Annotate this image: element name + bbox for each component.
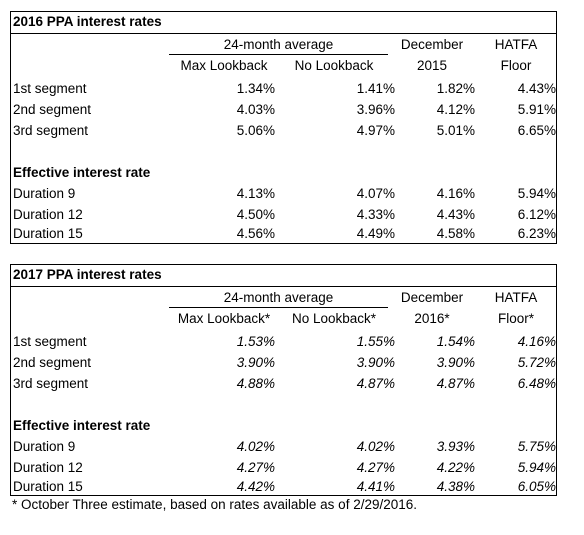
cell-value: 3.90% xyxy=(236,355,275,370)
cell-value: 4.02% xyxy=(236,439,275,454)
cell-value: 6.48% xyxy=(517,376,556,391)
cell-value: 4.42% xyxy=(236,479,275,494)
cell-value: 4.43% xyxy=(517,81,556,96)
cell-value: 4.87% xyxy=(436,376,475,391)
col-header-max-lookback: Max Lookback* xyxy=(177,311,271,326)
cell-value: 4.50% xyxy=(236,207,275,222)
cell-value: 4.43% xyxy=(436,207,475,222)
cell-value: 4.97% xyxy=(356,123,395,138)
col-header-december-top: December xyxy=(400,37,464,52)
cell-value: 6.12% xyxy=(517,207,556,222)
cell-value: 1.82% xyxy=(436,81,475,96)
col-header-hatfa-top: HATFA xyxy=(494,290,538,305)
col-header-december-top: December xyxy=(400,290,464,305)
table-2016-ppa-rates: 2016 PPA interest rates 24-month average… xyxy=(10,11,557,244)
row-label: Duration 15 xyxy=(13,479,83,494)
cell-value: 4.13% xyxy=(236,186,275,201)
cell-value: 5.75% xyxy=(517,439,556,454)
cell-value: 4.16% xyxy=(436,186,475,201)
table-title: 2017 PPA interest rates xyxy=(13,267,162,282)
col-header-hatfa-floor: Floor xyxy=(500,58,532,73)
cell-value: 1.41% xyxy=(356,81,395,96)
col-header-max-lookback: Max Lookback xyxy=(180,58,268,73)
divider xyxy=(169,307,388,308)
row-label: Duration 9 xyxy=(13,186,76,201)
row-label: Duration 9 xyxy=(13,439,76,454)
cell-value: 6.23% xyxy=(517,226,556,241)
cell-value: 4.88% xyxy=(236,376,275,391)
table-row: 3rd segment 4.88% 4.87% 4.87% 6.48% xyxy=(11,373,556,394)
cell-value: 1.54% xyxy=(436,334,475,349)
row-label: 3rd segment xyxy=(13,376,89,391)
col-header-no-lookback: No Lookback* xyxy=(291,311,377,326)
cell-value: 5.91% xyxy=(517,102,556,117)
table-row: Duration 15 4.56% 4.49% 4.58% 6.23% xyxy=(11,223,556,244)
table-row: 1st segment 1.34% 1.41% 1.82% 4.43% xyxy=(11,78,556,99)
cell-value: 4.41% xyxy=(356,479,395,494)
section-header-row: Effective interest rate xyxy=(11,162,556,183)
cell-value: 4.07% xyxy=(356,186,395,201)
section-title: Effective interest rate xyxy=(13,418,151,433)
table-2017-ppa-rates: 2017 PPA interest rates 24-month average… xyxy=(10,264,557,496)
cell-value: 4.12% xyxy=(436,102,475,117)
row-label: Duration 12 xyxy=(13,460,83,475)
cell-value: 4.16% xyxy=(517,334,556,349)
table-row: 1st segment 1.53% 1.55% 1.54% 4.16% xyxy=(11,331,556,352)
cell-value: 1.53% xyxy=(236,334,275,349)
table-row: Duration 9 4.13% 4.07% 4.16% 5.94% xyxy=(11,183,556,204)
col-header-december-year: 2015 xyxy=(416,58,448,73)
table-row: Duration 15 4.42% 4.41% 4.38% 6.05% xyxy=(11,476,556,497)
divider xyxy=(11,33,556,34)
cell-value: 4.56% xyxy=(236,226,275,241)
table-row: Duration 12 4.50% 4.33% 4.43% 6.12% xyxy=(11,204,556,225)
cell-value: 3.96% xyxy=(356,102,395,117)
cell-value: 5.94% xyxy=(517,460,556,475)
row-label: Duration 15 xyxy=(13,226,83,241)
cell-value: 6.65% xyxy=(517,123,556,138)
table-row: 2nd segment 3.90% 3.90% 3.90% 5.72% xyxy=(11,352,556,373)
table-row: Duration 12 4.27% 4.27% 4.22% 5.94% xyxy=(11,457,556,478)
cell-value: 4.49% xyxy=(356,226,395,241)
cell-value: 3.90% xyxy=(356,355,395,370)
cell-value: 4.02% xyxy=(356,439,395,454)
col-header-hatfa-floor: Floor* xyxy=(497,311,534,326)
col-header-no-lookback: No Lookback xyxy=(294,58,374,73)
cell-value: 4.27% xyxy=(356,460,395,475)
cell-value: 3.90% xyxy=(436,355,475,370)
cell-value: 4.58% xyxy=(436,226,475,241)
cell-value: 4.22% xyxy=(436,460,475,475)
cell-value: 5.06% xyxy=(236,123,275,138)
cell-value: 5.72% xyxy=(517,355,556,370)
divider xyxy=(169,54,388,55)
cell-value: 6.05% xyxy=(517,479,556,494)
cell-value: 1.55% xyxy=(356,334,395,349)
group-header-24-month: 24-month average xyxy=(223,290,334,305)
cell-value: 5.94% xyxy=(517,186,556,201)
group-header-24-month: 24-month average xyxy=(223,37,334,52)
cell-value: 4.33% xyxy=(356,207,395,222)
cell-value: 4.03% xyxy=(236,102,275,117)
cell-value: 4.27% xyxy=(236,460,275,475)
col-header-hatfa-top: HATFA xyxy=(494,37,538,52)
table-row: 3rd segment 5.06% 4.97% 5.01% 6.65% xyxy=(11,120,556,141)
row-label: 3rd segment xyxy=(13,123,89,138)
cell-value: 4.87% xyxy=(356,376,395,391)
cell-value: 1.34% xyxy=(236,81,275,96)
row-label: Duration 12 xyxy=(13,207,83,222)
cell-value: 3.93% xyxy=(436,439,475,454)
cell-value: 5.01% xyxy=(436,123,475,138)
footnote: * October Three estimate, based on rates… xyxy=(12,497,417,512)
row-label: 1st segment xyxy=(13,81,87,96)
divider xyxy=(11,286,556,287)
row-label: 2nd segment xyxy=(13,355,92,370)
section-title: Effective interest rate xyxy=(13,165,151,180)
row-label: 2nd segment xyxy=(13,102,92,117)
table-title: 2016 PPA interest rates xyxy=(13,14,162,29)
section-header-row: Effective interest rate xyxy=(11,415,556,436)
table-row: Duration 9 4.02% 4.02% 3.93% 5.75% xyxy=(11,436,556,457)
table-row: 2nd segment 4.03% 3.96% 4.12% 5.91% xyxy=(11,99,556,120)
cell-value: 4.38% xyxy=(436,479,475,494)
row-label: 1st segment xyxy=(13,334,87,349)
col-header-december-year: 2016* xyxy=(414,311,450,326)
